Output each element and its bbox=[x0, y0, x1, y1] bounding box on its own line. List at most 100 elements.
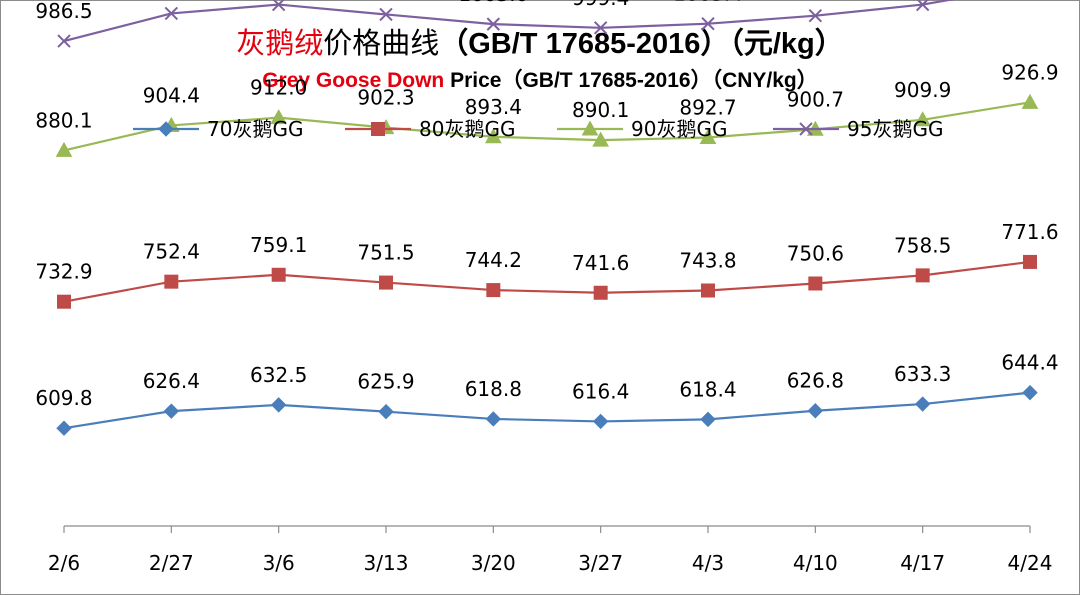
series-line bbox=[63, 260, 1031, 303]
data-label: 752.4 bbox=[143, 240, 200, 264]
data-label: 1003.0 bbox=[458, 0, 528, 6]
data-point bbox=[164, 6, 179, 21]
data-label: 609.8 bbox=[35, 386, 92, 410]
data-point bbox=[700, 411, 716, 428]
data-point bbox=[592, 413, 609, 430]
data-point bbox=[1022, 384, 1038, 401]
title-standard-code: （GB/T 17685-2016）（元/kg） bbox=[439, 28, 844, 60]
data-point bbox=[379, 275, 393, 290]
legend-marker bbox=[799, 122, 813, 136]
data-point bbox=[915, 268, 930, 283]
chart-subtitle: Grey Goose Down Price（GB/T 17685-2016）（C… bbox=[0, 64, 1080, 94]
legend-label: 90灰鹅GG bbox=[631, 117, 727, 141]
data-point bbox=[699, 128, 717, 144]
data-point bbox=[163, 403, 180, 419]
data-point bbox=[808, 8, 823, 23]
data-point bbox=[701, 283, 715, 298]
data-label: 632.5 bbox=[250, 363, 307, 387]
data-point bbox=[379, 7, 393, 22]
data-point bbox=[807, 403, 824, 419]
data-point bbox=[701, 16, 715, 31]
data-label: 912.0 bbox=[250, 76, 307, 100]
data-point bbox=[270, 397, 287, 413]
data-label: 902.3 bbox=[357, 86, 414, 110]
series-line bbox=[63, 391, 1031, 430]
data-point bbox=[270, 109, 288, 125]
data-label: 759.1 bbox=[250, 233, 307, 257]
data-label: 771.6 bbox=[1001, 220, 1058, 244]
legend-label: 80灰鹅GG bbox=[419, 117, 515, 141]
chart-title: 灰鹅绒价格曲线（GB/T 17685-2016）（元/kg） bbox=[0, 20, 1080, 62]
data-point bbox=[271, 267, 286, 282]
title-red-part: 灰鹅绒 bbox=[236, 26, 324, 60]
data-label: 616.4 bbox=[572, 379, 629, 403]
data-label: 750.6 bbox=[787, 242, 844, 266]
data-label: 926.9 bbox=[1001, 60, 1058, 84]
data-point bbox=[486, 17, 501, 31]
x-tick-label: 2/27 bbox=[149, 551, 194, 575]
data-label: 892.7 bbox=[679, 95, 736, 119]
data-label: 625.9 bbox=[357, 370, 414, 394]
data-label: 1003.4 bbox=[673, 0, 743, 6]
x-tick-label: 4/24 bbox=[1008, 551, 1053, 575]
data-point bbox=[808, 276, 823, 291]
data-point bbox=[57, 34, 71, 48]
data-label: 893.4 bbox=[465, 95, 522, 119]
data-point bbox=[271, 0, 286, 12]
series-line bbox=[63, 101, 1031, 152]
legend-marker bbox=[371, 122, 385, 136]
data-point bbox=[914, 111, 932, 127]
x-tick-label: 4/10 bbox=[793, 551, 838, 575]
legend-label: 95灰鹅GG bbox=[847, 117, 943, 141]
data-point bbox=[486, 283, 501, 298]
x-tick-label: 3/13 bbox=[364, 551, 409, 575]
data-point bbox=[164, 274, 179, 289]
data-label: 626.8 bbox=[787, 369, 844, 393]
data-label: 744.2 bbox=[465, 248, 522, 272]
data-label: 751.5 bbox=[357, 241, 414, 265]
data-label: 758.5 bbox=[894, 233, 951, 257]
x-tick-label: 4/3 bbox=[692, 551, 724, 575]
data-point bbox=[55, 141, 73, 157]
data-label: 741.6 bbox=[572, 251, 629, 275]
data-point bbox=[57, 294, 71, 309]
title-black-part: 价格曲线 bbox=[323, 26, 440, 60]
data-point bbox=[378, 403, 394, 420]
x-tick-label: 3/6 bbox=[263, 551, 295, 575]
data-label: 880.1 bbox=[35, 108, 92, 132]
data-label: 986.5 bbox=[35, 0, 92, 23]
data-label: 644.4 bbox=[1001, 351, 1058, 375]
data-point bbox=[485, 411, 502, 427]
data-label: 626.4 bbox=[143, 369, 200, 393]
data-label: 743.8 bbox=[679, 248, 736, 272]
data-point bbox=[593, 21, 608, 35]
data-label: 732.9 bbox=[35, 260, 92, 284]
x-tick-label: 4/17 bbox=[900, 551, 945, 575]
data-point bbox=[1021, 93, 1039, 109]
data-point bbox=[56, 420, 72, 436]
subtitle-black-part: Price（GB/T 17685-2016）（CNY/kg） bbox=[444, 69, 818, 92]
legend-label: 70灰鹅GG bbox=[207, 117, 303, 141]
data-label: 900.7 bbox=[787, 87, 844, 111]
data-label: 618.4 bbox=[679, 377, 736, 401]
data-point bbox=[592, 131, 610, 147]
data-label: 904.4 bbox=[143, 83, 200, 107]
x-tick-label: 3/27 bbox=[578, 551, 623, 575]
x-tick-label: 2/6 bbox=[48, 551, 80, 575]
data-label: 633.3 bbox=[894, 362, 951, 386]
data-label: 999.4 bbox=[572, 0, 629, 10]
series-line bbox=[63, 0, 956, 43]
legend-marker bbox=[158, 121, 174, 137]
data-point bbox=[914, 396, 931, 412]
subtitle-red-part: Grey Goose Down bbox=[262, 69, 445, 92]
x-tick-label: 3/20 bbox=[471, 551, 516, 575]
data-point bbox=[484, 128, 502, 144]
legend-marker bbox=[581, 120, 599, 136]
data-label: 909.9 bbox=[894, 78, 951, 102]
data-point bbox=[1023, 254, 1037, 269]
data-label: 618.8 bbox=[465, 377, 522, 401]
data-label: 890.1 bbox=[572, 98, 629, 122]
data-point bbox=[915, 0, 930, 12]
data-point bbox=[593, 285, 608, 300]
